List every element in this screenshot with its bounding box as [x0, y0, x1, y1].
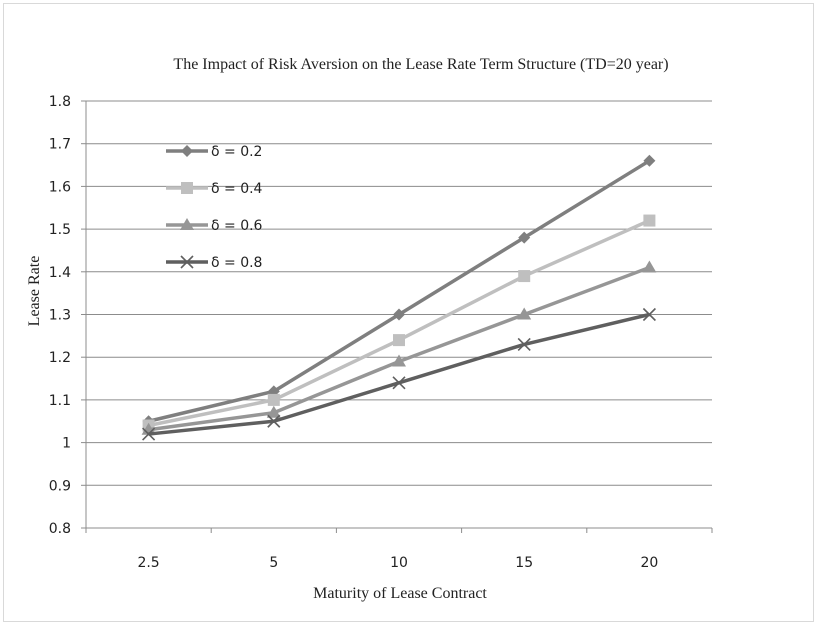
chart-title: The Impact of Risk Aversion on the Lease… [173, 56, 668, 73]
series-4 [142, 307, 656, 441]
legend: δ = 0.2 δ = 0.4 δ = 0.6 δ = 0.8 [166, 144, 263, 271]
x-marker-stroke [142, 427, 156, 441]
legend-item: δ = 0.4 [166, 181, 263, 197]
y-axis-label: Lease Rate [26, 256, 43, 327]
legend-marker [180, 255, 194, 269]
x-marker-stroke [642, 307, 656, 322]
legend-item: δ = 0.6 [166, 218, 263, 234]
legend-label: δ = 0.2 [211, 144, 262, 160]
data-point [517, 307, 532, 320]
data-point [392, 354, 406, 367]
x-marker-stroke [267, 414, 281, 428]
data-point [643, 214, 656, 227]
data-point [643, 154, 656, 167]
series-line [148, 218, 651, 428]
y-tick-label: 1.8 [49, 94, 71, 110]
x-tick-label: 2.5 [137, 555, 159, 571]
legend-marker [181, 182, 193, 194]
series-group [141, 154, 657, 441]
legend-label: δ = 0.6 [211, 218, 263, 234]
legend-item: δ = 0.8 [166, 255, 262, 271]
x-tick-label: 15 [515, 555, 533, 571]
line-chart: 0.8 0.9 1 1.1 1.2 1.3 1.4 1.5 1.6 1.7 1.8 2.5 5 10 15… [26, 56, 713, 602]
data-point [267, 414, 281, 428]
legend-item: δ = 0.2 [166, 144, 262, 160]
y-tick-label: 1.2 [49, 350, 71, 366]
x-axis-label: Maturity of Lease Contract [313, 585, 487, 602]
y-tick-label: 1.6 [49, 179, 71, 195]
data-point [517, 337, 531, 351]
data-point [393, 334, 405, 347]
data-point [642, 260, 657, 273]
data-point [141, 422, 156, 435]
x-marker-stroke [180, 255, 194, 269]
x-marker-stroke [392, 376, 406, 390]
legend-marker [181, 145, 193, 157]
series-line [148, 265, 651, 432]
x-marker-stroke [517, 337, 531, 351]
x-tick-label: 5 [269, 555, 278, 571]
legend-label: δ = 0.4 [211, 181, 263, 197]
series-line [148, 312, 650, 436]
data-point [392, 376, 406, 390]
y-tick-label: 1.5 [49, 222, 71, 238]
data-point [518, 270, 531, 283]
series-3 [141, 260, 657, 435]
y-tick-label: 1 [62, 436, 71, 452]
data-point [393, 308, 405, 321]
data-point [266, 405, 281, 418]
legend-label: δ = 0.8 [211, 255, 262, 271]
series-2 [142, 214, 656, 432]
y-tick-label: 1.3 [49, 308, 71, 324]
chart-area: 0.8 0.9 1 1.1 1.2 1.3 1.4 1.5 1.6 1.7 1.8 2.5 5 10 15… [3, 3, 814, 622]
y-tick-label: 0.8 [49, 521, 71, 537]
x-tick-label: 20 [640, 555, 658, 571]
axes [85, 101, 712, 529]
y-tick-labels: 0.8 0.9 1 1.1 1.2 1.3 1.4 1.5 1.6 1.7 1.8 [49, 94, 71, 537]
y-tick-label: 1.4 [49, 265, 71, 281]
data-point [142, 427, 156, 441]
y-tick-label: 1.1 [49, 393, 71, 409]
data-point [518, 231, 531, 244]
y-tick-label: 1.7 [49, 137, 71, 153]
legend-marker [180, 218, 194, 230]
y-tick-label: 0.9 [49, 478, 71, 494]
data-point [267, 393, 280, 406]
data-point [642, 307, 656, 322]
x-tick-labels: 2.5 5 10 15 20 [137, 555, 658, 571]
x-tick-label: 10 [390, 555, 408, 571]
